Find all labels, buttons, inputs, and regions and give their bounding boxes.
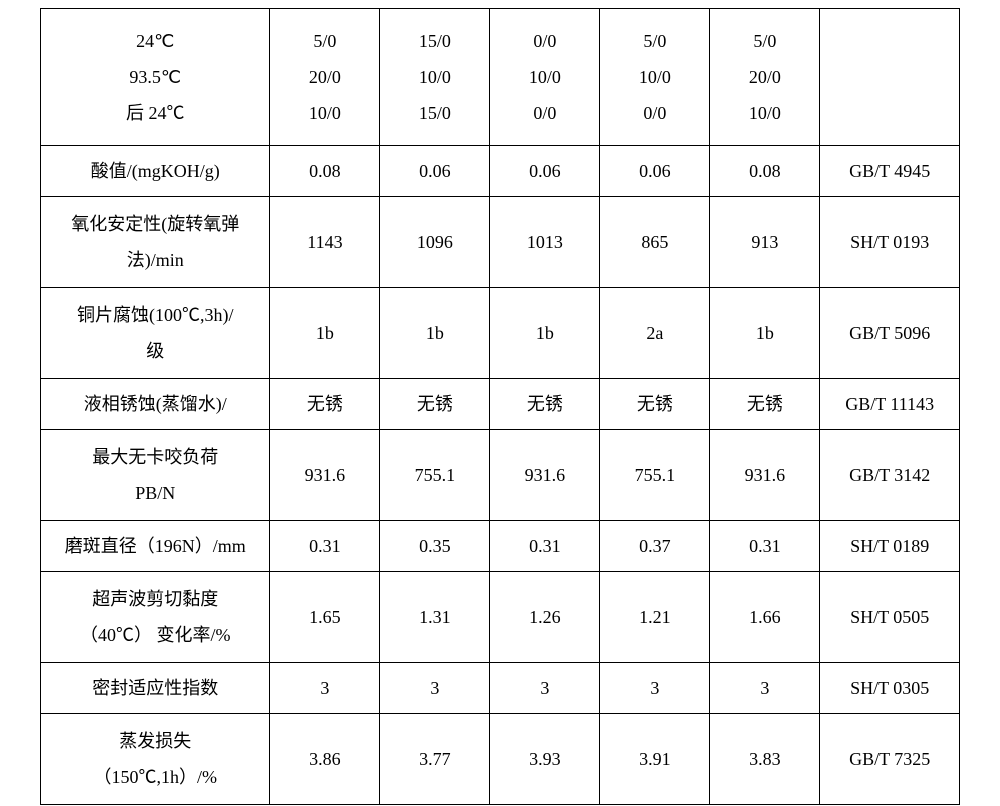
data-cell: 0.08 (710, 146, 820, 197)
table-row: 超声波剪切黏度（40℃） 变化率/%1.651.311.261.211.66SH… (41, 572, 960, 663)
data-cell: 3 (270, 663, 380, 714)
standard-cell: GB/T 7325 (820, 714, 960, 805)
data-cell: 3 (380, 663, 490, 714)
data-cell: 755.1 (600, 430, 710, 521)
data-cell: 0.37 (600, 521, 710, 572)
data-cell: 931.6 (710, 430, 820, 521)
data-cell: 1.66 (710, 572, 820, 663)
data-cell: 1.31 (380, 572, 490, 663)
data-cell: 913 (710, 197, 820, 288)
data-cell: 3 (710, 663, 820, 714)
data-cell: 0.08 (270, 146, 380, 197)
data-cell: 0.31 (270, 521, 380, 572)
data-cell: 755.1 (380, 430, 490, 521)
data-cell: 3 (600, 663, 710, 714)
data-cell: 3.83 (710, 714, 820, 805)
standard-cell: GB/T 11143 (820, 379, 960, 430)
table-row: 最大无卡咬负荷PB/N931.6755.1931.6755.1931.6GB/T… (41, 430, 960, 521)
data-cell: 1013 (490, 197, 600, 288)
data-cell: 5/020/010/0 (270, 9, 380, 146)
data-cell: 1096 (380, 197, 490, 288)
data-cell: 1b (710, 288, 820, 379)
row-label: 最大无卡咬负荷PB/N (41, 430, 270, 521)
data-cell: 1b (490, 288, 600, 379)
data-cell: 1b (270, 288, 380, 379)
data-cell: 3 (490, 663, 600, 714)
data-cell: 0.06 (380, 146, 490, 197)
data-cell: 931.6 (270, 430, 380, 521)
row-label: 24℃93.5℃后 24℃ (41, 9, 270, 146)
table-row: 24℃93.5℃后 24℃5/020/010/015/010/015/00/01… (41, 9, 960, 146)
data-cell: 0.06 (600, 146, 710, 197)
row-label: 磨斑直径（196N）/mm (41, 521, 270, 572)
data-cell: 1.21 (600, 572, 710, 663)
row-label: 酸值/(mgKOH/g) (41, 146, 270, 197)
standard-cell: GB/T 4945 (820, 146, 960, 197)
row-label: 蒸发损失（150℃,1h）/% (41, 714, 270, 805)
data-cell: 2a (600, 288, 710, 379)
table-row: 蒸发损失（150℃,1h）/%3.863.773.933.913.83GB/T … (41, 714, 960, 805)
data-cell: 3.86 (270, 714, 380, 805)
data-cell: 无锈 (710, 379, 820, 430)
data-cell: 0.31 (490, 521, 600, 572)
data-cell: 931.6 (490, 430, 600, 521)
data-cell: 1b (380, 288, 490, 379)
data-cell: 3.91 (600, 714, 710, 805)
data-cell: 15/010/015/0 (380, 9, 490, 146)
table-row: 铜片腐蚀(100℃,3h)/级1b1b1b2a1bGB/T 5096 (41, 288, 960, 379)
row-label: 超声波剪切黏度（40℃） 变化率/% (41, 572, 270, 663)
data-cell: 3.77 (380, 714, 490, 805)
data-cell: 865 (600, 197, 710, 288)
table-row: 密封适应性指数33333SH/T 0305 (41, 663, 960, 714)
standard-cell: SH/T 0305 (820, 663, 960, 714)
table-row: 酸值/(mgKOH/g)0.080.060.060.060.08GB/T 494… (41, 146, 960, 197)
data-cell: 1.26 (490, 572, 600, 663)
data-cell: 0/010/00/0 (490, 9, 600, 146)
standard-cell: GB/T 3142 (820, 430, 960, 521)
row-label: 氧化安定性(旋转氧弹法)/min (41, 197, 270, 288)
data-cell: 无锈 (600, 379, 710, 430)
data-cell: 无锈 (490, 379, 600, 430)
data-cell: 0.06 (490, 146, 600, 197)
data-cell: 0.35 (380, 521, 490, 572)
data-table: 24℃93.5℃后 24℃5/020/010/015/010/015/00/01… (40, 8, 960, 805)
standard-cell (820, 9, 960, 146)
data-cell: 0.31 (710, 521, 820, 572)
data-cell: 1.65 (270, 572, 380, 663)
data-cell: 无锈 (270, 379, 380, 430)
row-label: 密封适应性指数 (41, 663, 270, 714)
data-cell: 无锈 (380, 379, 490, 430)
data-cell: 3.93 (490, 714, 600, 805)
table-row: 氧化安定性(旋转氧弹法)/min114310961013865913SH/T 0… (41, 197, 960, 288)
data-cell: 5/010/00/0 (600, 9, 710, 146)
data-cell: 1143 (270, 197, 380, 288)
table-row: 磨斑直径（196N）/mm0.310.350.310.370.31SH/T 01… (41, 521, 960, 572)
standard-cell: SH/T 0505 (820, 572, 960, 663)
table-row: 液相锈蚀(蒸馏水)/无锈无锈无锈无锈无锈GB/T 11143 (41, 379, 960, 430)
row-label: 液相锈蚀(蒸馏水)/ (41, 379, 270, 430)
row-label: 铜片腐蚀(100℃,3h)/级 (41, 288, 270, 379)
data-cell: 5/020/010/0 (710, 9, 820, 146)
standard-cell: GB/T 5096 (820, 288, 960, 379)
standard-cell: SH/T 0193 (820, 197, 960, 288)
standard-cell: SH/T 0189 (820, 521, 960, 572)
